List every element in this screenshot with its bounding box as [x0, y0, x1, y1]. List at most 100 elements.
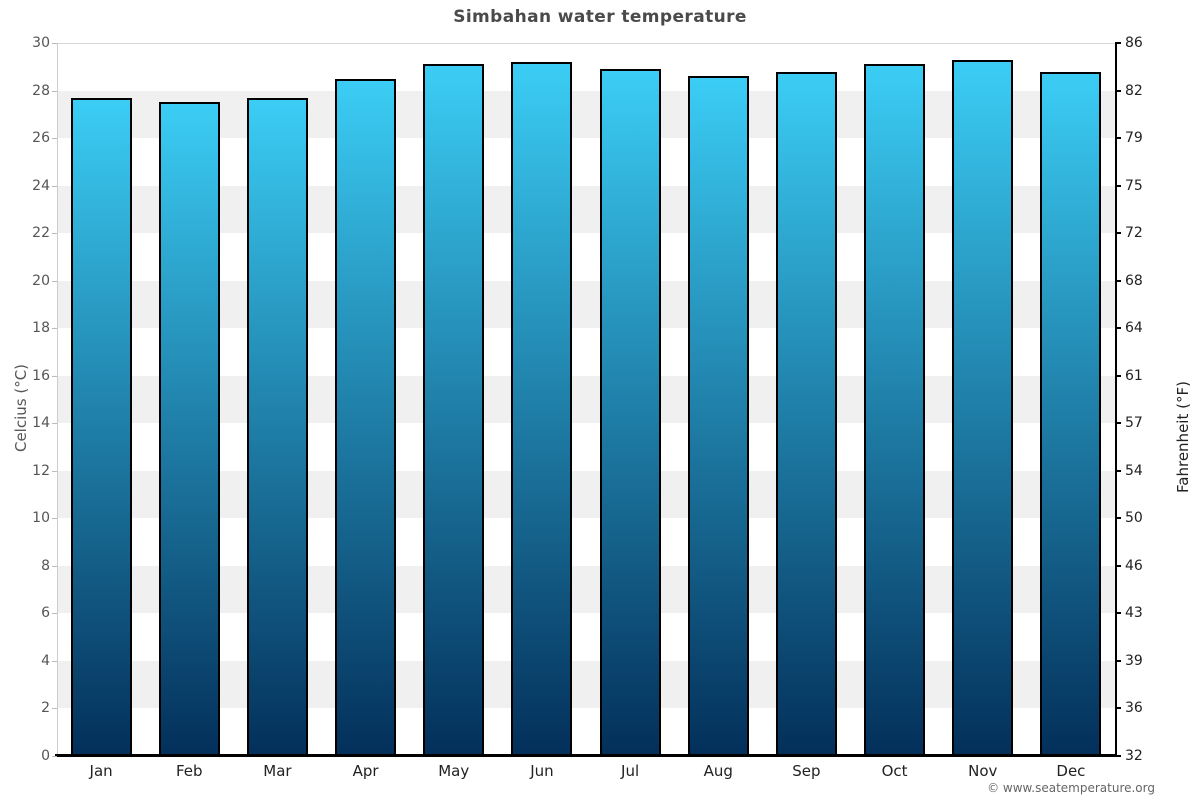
month-label-apr: Apr: [352, 762, 379, 780]
x-axis-baseline: [55, 754, 1117, 757]
plot-band: [57, 138, 1115, 186]
ytick-mark-icon: [1115, 42, 1121, 44]
ytick-mark-icon: [52, 43, 57, 44]
ytick-label-fahrenheit: 61: [1125, 367, 1143, 384]
y-axis-title-celsius: Celcius (°C): [12, 363, 30, 453]
bar-oct[interactable]: [864, 64, 926, 756]
month-label-may: May: [438, 762, 470, 780]
plot-band: [57, 43, 1115, 91]
bar-mar[interactable]: [246, 97, 308, 756]
ytick-mark-icon: [52, 185, 57, 187]
plot-band: [57, 233, 1115, 281]
ytick-mark-icon: [1115, 564, 1121, 567]
ytick-label-fahrenheit: 36: [1125, 700, 1143, 717]
bar-dec[interactable]: [1040, 71, 1102, 756]
plot-band: [57, 423, 1115, 471]
plot-band: [57, 90, 1115, 139]
month-label-mar: Mar: [263, 762, 292, 780]
plot-band: [57, 280, 1115, 329]
ytick-label-celsius: 0: [41, 748, 50, 764]
ytick-label-celsius: 20: [32, 272, 50, 289]
bar-jan[interactable]: [70, 97, 132, 756]
ytick-mark-icon: [1115, 137, 1121, 140]
ytick-label-celsius: 12: [32, 462, 50, 479]
ytick-mark-icon: [1115, 517, 1121, 520]
ytick-mark-icon: [1115, 612, 1121, 615]
ytick-label-celsius: 4: [41, 652, 50, 669]
ytick-label-celsius: 28: [32, 82, 50, 99]
ytick-label-fahrenheit: 75: [1125, 177, 1143, 194]
plot-band: [57, 375, 1115, 424]
ytick-mark-icon: [1115, 707, 1121, 710]
month-label-aug: Aug: [703, 762, 733, 780]
ytick-mark-icon: [52, 518, 57, 520]
bar-aug[interactable]: [687, 76, 749, 756]
ytick-mark-icon: [52, 708, 57, 710]
month-label-nov: Nov: [968, 762, 998, 780]
ytick-label-celsius: 2: [41, 700, 50, 717]
ytick-mark-icon: [52, 90, 57, 92]
month-label-feb: Feb: [175, 762, 203, 780]
bar-jul[interactable]: [599, 69, 661, 756]
ytick-mark-icon: [1115, 374, 1121, 377]
ytick-mark-icon: [1115, 659, 1121, 662]
ytick-label-fahrenheit: 57: [1125, 415, 1143, 432]
ytick-mark-icon: [1115, 422, 1121, 425]
plot-band: [57, 328, 1115, 376]
ytick-label-celsius: 22: [32, 225, 50, 242]
ytick-mark-icon: [52, 613, 57, 615]
ytick-label-celsius: 26: [32, 130, 50, 147]
ytick-label-fahrenheit: 68: [1125, 272, 1143, 289]
ytick-mark-icon: [52, 233, 57, 235]
ytick-label-fahrenheit: 64: [1125, 320, 1143, 337]
bar-apr[interactable]: [335, 78, 397, 756]
ytick-label-fahrenheit: 50: [1125, 510, 1143, 527]
ytick-mark-icon: [52, 280, 57, 282]
ytick-label-celsius: 30: [32, 35, 50, 51]
bar-feb[interactable]: [158, 102, 220, 756]
ytick-mark-icon: [52, 138, 57, 140]
ytick-label-celsius: 14: [32, 415, 50, 432]
ytick-mark-icon: [1115, 327, 1121, 330]
ytick-label-fahrenheit: 86: [1125, 35, 1143, 51]
attribution-link[interactable]: © www.seatemperature.org: [987, 781, 1155, 795]
ytick-label-fahrenheit: 43: [1125, 605, 1143, 622]
ytick-mark-icon: [52, 328, 57, 330]
month-label-jul: Jul: [621, 762, 640, 780]
month-label-sep: Sep: [792, 762, 821, 780]
ytick-mark-icon: [1115, 89, 1121, 92]
plot-band: [57, 185, 1115, 234]
bar-jun[interactable]: [511, 62, 573, 756]
ytick-mark-icon: [1115, 755, 1121, 757]
plot-band: [57, 708, 1115, 756]
ytick-label-fahrenheit: 79: [1125, 130, 1143, 147]
ytick-mark-icon: [1115, 232, 1121, 235]
plot-top-border: [57, 43, 1115, 44]
ytick-label-fahrenheit: 82: [1125, 82, 1143, 99]
bar-may[interactable]: [423, 64, 485, 756]
ytick-mark-icon: [52, 423, 57, 425]
ytick-label-fahrenheit: 72: [1125, 225, 1143, 242]
ytick-mark-icon: [52, 565, 57, 567]
y-axis-title-fahrenheit: Fahrenheit (°F): [1174, 381, 1192, 493]
plot-band: [57, 565, 1115, 614]
plot-band: [57, 518, 1115, 566]
plot-band: [57, 470, 1115, 519]
month-label-oct: Oct: [881, 762, 908, 780]
chart-title: Simbahan water temperature: [453, 7, 747, 27]
month-label-jan: Jan: [89, 762, 113, 780]
ytick-label-celsius: 8: [41, 557, 50, 574]
ytick-mark-icon: [1115, 279, 1121, 282]
bar-sep[interactable]: [775, 71, 837, 756]
ytick-label-fahrenheit: 54: [1125, 462, 1143, 479]
ytick-label-fahrenheit: 39: [1125, 652, 1143, 669]
ytick-mark-icon: [1115, 469, 1121, 472]
ytick-label-fahrenheit: 32: [1125, 748, 1143, 764]
y-axis-line-left: [57, 43, 58, 756]
ytick-mark-icon: [52, 660, 57, 662]
bar-nov[interactable]: [952, 59, 1014, 756]
month-label-jun: Jun: [530, 762, 554, 780]
plot-band: [57, 613, 1115, 661]
ytick-label-celsius: 16: [32, 367, 50, 384]
